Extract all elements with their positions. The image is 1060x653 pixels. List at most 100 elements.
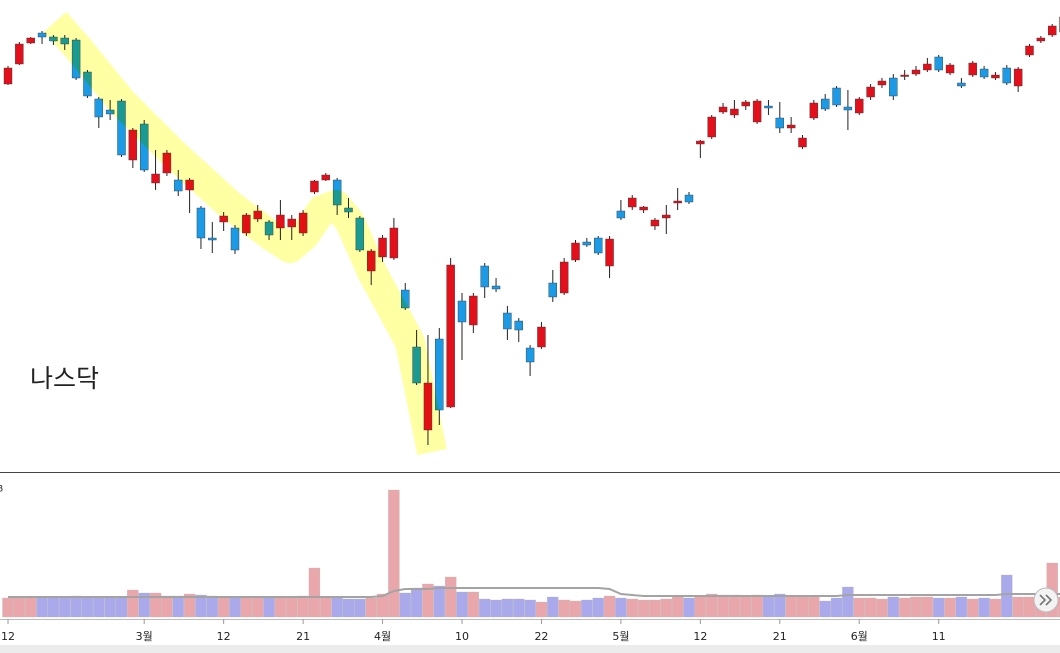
- candle-body: [514, 320, 523, 331]
- volume-bar: [388, 489, 400, 618]
- candle-body: [889, 77, 898, 97]
- volume-bar: [422, 583, 434, 618]
- volume-bar: [672, 596, 684, 618]
- candle-body: [923, 63, 932, 71]
- volume-bar: [229, 596, 241, 618]
- volume-bar: [751, 594, 763, 618]
- volume-bar: [592, 597, 604, 618]
- volume-bar: [286, 596, 298, 618]
- volume-bar: [376, 593, 389, 618]
- volume-bar: [240, 597, 253, 618]
- candle-body: [94, 98, 104, 118]
- volume-bar: [104, 597, 116, 618]
- volume-bar: [274, 597, 287, 618]
- x-tick-label: 3월: [136, 630, 153, 643]
- candles: [3, 16, 1060, 445]
- x-tick-label: 5월: [612, 630, 629, 643]
- volume-bar: [25, 596, 37, 618]
- candle-body: [559, 261, 569, 294]
- volume-bar: [853, 597, 865, 618]
- candle-body: [650, 219, 660, 227]
- candle-body: [26, 37, 35, 44]
- x-tick-label: 10: [455, 630, 469, 643]
- volume-panel: [2, 489, 1060, 618]
- volume-bar: [660, 598, 672, 618]
- candle-body: [775, 117, 784, 129]
- volume-bar: [365, 597, 377, 618]
- candle-body: [1036, 37, 1046, 42]
- x-tick-label: 21: [296, 630, 310, 643]
- volume-bar: [910, 596, 922, 618]
- candle-body: [798, 137, 807, 148]
- candle-body: [866, 86, 875, 98]
- candle-body: [525, 347, 535, 363]
- volume-bar: [978, 597, 990, 618]
- volume-bar: [524, 599, 536, 618]
- candle-body: [435, 338, 444, 411]
- candle-body: [809, 102, 819, 119]
- volume-bar: [2, 597, 14, 618]
- scroll-button[interactable]: [1033, 587, 1059, 613]
- volume-bar: [921, 596, 933, 618]
- candle-body: [877, 80, 887, 86]
- candle-body: [3, 67, 13, 85]
- x-tick-label: 4월: [374, 630, 391, 643]
- volume-bar: [1001, 574, 1013, 618]
- volume-bar: [149, 592, 162, 618]
- candle-body: [968, 62, 977, 76]
- candle-body: [446, 264, 455, 408]
- volume-bar: [183, 593, 196, 618]
- volume-bar: [558, 599, 570, 618]
- candle-body: [548, 282, 557, 298]
- volume-bar: [36, 597, 48, 618]
- bottom-strip: [0, 645, 1060, 653]
- volume-bar: [694, 595, 706, 618]
- volume-bar: [206, 595, 218, 618]
- volume-bar: [467, 591, 480, 618]
- volume-bar: [195, 594, 207, 618]
- candle-body: [321, 174, 330, 181]
- candle-body: [752, 100, 762, 123]
- x-tick-label: 12: [217, 630, 231, 643]
- volume-bar: [297, 595, 309, 618]
- candle-body: [571, 242, 580, 261]
- volume-bar: [603, 595, 616, 618]
- volume-bar: [93, 596, 105, 618]
- volume-bar: [161, 595, 173, 618]
- volume-bar: [933, 597, 945, 618]
- candle-body: [991, 74, 1000, 79]
- volume-bar: [13, 597, 26, 618]
- candle-body: [843, 106, 853, 111]
- x-tick-label: 6월: [851, 630, 868, 643]
- candle-body: [673, 200, 682, 204]
- volume-bar: [47, 596, 60, 618]
- volume-bar: [569, 600, 582, 618]
- candle-body: [979, 68, 989, 78]
- volume-bar: [581, 599, 593, 618]
- candle-body: [934, 56, 943, 71]
- volume-bar: [864, 597, 877, 618]
- candle-body: [594, 237, 603, 254]
- candle-body: [208, 237, 217, 241]
- volume-bar: [887, 596, 899, 618]
- volume-bar: [535, 601, 548, 618]
- annotation: 나스닥: [30, 364, 99, 393]
- volume-bar: [59, 597, 71, 618]
- volume-bar: [989, 598, 1002, 618]
- candle-body: [174, 179, 183, 192]
- candle-body: [696, 140, 705, 145]
- candle-body: [37, 32, 47, 38]
- volume-bar: [115, 596, 128, 618]
- volume-bar: [1057, 596, 1060, 618]
- x-tick-label: 12: [693, 630, 707, 643]
- volume-bar: [252, 597, 264, 618]
- candle-body: [855, 98, 864, 114]
- candle-body: [684, 194, 694, 203]
- candle-body: [378, 237, 387, 258]
- volume-bar: [456, 591, 468, 618]
- candle-body: [151, 173, 160, 184]
- candle-body: [537, 326, 546, 348]
- scroll-button-icon[interactable]: [1039, 594, 1053, 606]
- candle-body: [469, 295, 478, 326]
